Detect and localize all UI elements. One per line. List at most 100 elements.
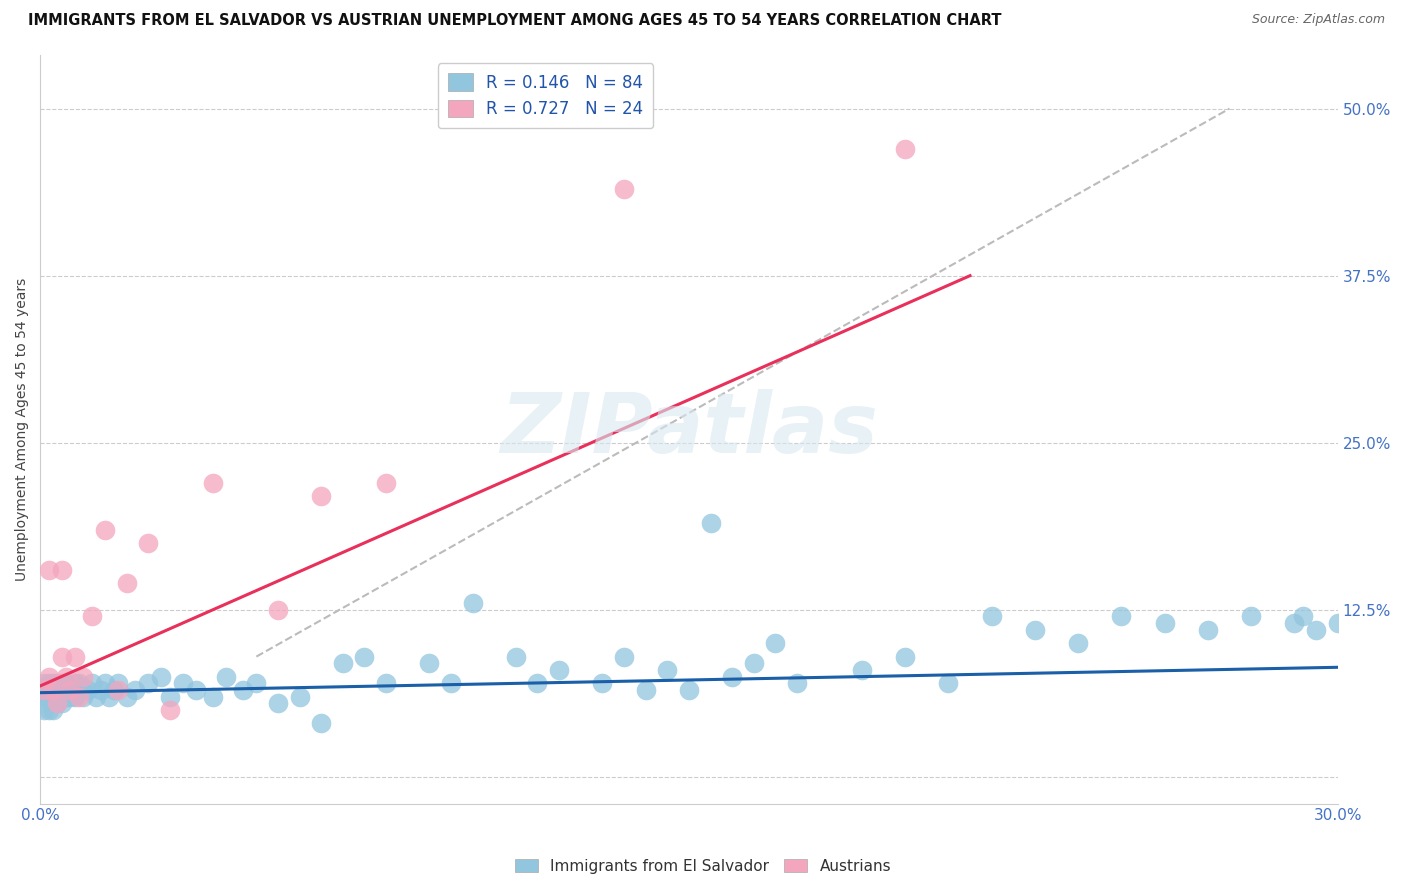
Point xyxy=(76,683,98,698)
Point xyxy=(267,697,290,711)
Point xyxy=(980,609,1002,624)
Point xyxy=(59,683,82,698)
Point xyxy=(51,563,73,577)
Point xyxy=(548,663,571,677)
Point xyxy=(505,649,527,664)
Legend: Immigrants from El Salvador, Austrians: Immigrants from El Salvador, Austrians xyxy=(509,853,897,880)
Point xyxy=(938,676,960,690)
Point xyxy=(38,676,60,690)
Point xyxy=(418,657,440,671)
Point xyxy=(150,670,173,684)
Point xyxy=(894,649,917,664)
Point xyxy=(34,683,56,698)
Point xyxy=(309,489,332,503)
Point xyxy=(94,523,117,537)
Point xyxy=(202,475,225,490)
Point xyxy=(80,676,103,690)
Point xyxy=(613,649,636,664)
Point xyxy=(46,690,69,704)
Point xyxy=(34,690,56,704)
Point xyxy=(38,563,60,577)
Point xyxy=(526,676,548,690)
Point xyxy=(34,676,56,690)
Point xyxy=(332,657,354,671)
Point xyxy=(46,697,69,711)
Legend: R = 0.146   N = 84, R = 0.727   N = 24: R = 0.146 N = 84, R = 0.727 N = 24 xyxy=(437,63,654,128)
Point xyxy=(46,683,69,698)
Point xyxy=(42,703,65,717)
Point xyxy=(55,670,77,684)
Point xyxy=(67,676,90,690)
Point xyxy=(309,716,332,731)
Point xyxy=(107,676,129,690)
Point xyxy=(1240,609,1263,624)
Text: IMMIGRANTS FROM EL SALVADOR VS AUSTRIAN UNEMPLOYMENT AMONG AGES 45 TO 54 YEARS C: IMMIGRANTS FROM EL SALVADOR VS AUSTRIAN … xyxy=(28,13,1001,29)
Point xyxy=(98,690,121,704)
Point xyxy=(202,690,225,704)
Point xyxy=(38,670,60,684)
Point xyxy=(67,683,90,698)
Point xyxy=(267,603,290,617)
Point xyxy=(1284,616,1306,631)
Point xyxy=(1024,623,1046,637)
Point xyxy=(678,683,700,698)
Point xyxy=(136,536,159,550)
Point xyxy=(51,649,73,664)
Point xyxy=(851,663,873,677)
Point xyxy=(38,690,60,704)
Point xyxy=(184,683,207,698)
Point xyxy=(786,676,808,690)
Point xyxy=(461,596,484,610)
Point xyxy=(353,649,375,664)
Point xyxy=(440,676,463,690)
Point xyxy=(38,690,60,704)
Point xyxy=(72,670,94,684)
Point xyxy=(42,683,65,698)
Text: ZIPatlas: ZIPatlas xyxy=(501,389,877,470)
Point xyxy=(90,683,112,698)
Point xyxy=(721,670,744,684)
Point xyxy=(72,690,94,704)
Point xyxy=(72,683,94,698)
Point xyxy=(894,142,917,156)
Point xyxy=(159,690,181,704)
Point xyxy=(763,636,786,650)
Point xyxy=(55,690,77,704)
Point xyxy=(215,670,238,684)
Point xyxy=(86,690,108,704)
Point xyxy=(742,657,765,671)
Point xyxy=(375,676,398,690)
Point xyxy=(115,690,138,704)
Point xyxy=(103,683,125,698)
Point xyxy=(107,683,129,698)
Point xyxy=(634,683,657,698)
Point xyxy=(613,182,636,196)
Point xyxy=(172,676,194,690)
Text: Source: ZipAtlas.com: Source: ZipAtlas.com xyxy=(1251,13,1385,27)
Point xyxy=(288,690,311,704)
Point xyxy=(159,703,181,717)
Point xyxy=(42,676,65,690)
Point xyxy=(51,676,73,690)
Point xyxy=(59,690,82,704)
Point xyxy=(63,676,86,690)
Point xyxy=(46,697,69,711)
Point xyxy=(232,683,254,698)
Point xyxy=(1292,609,1315,624)
Point xyxy=(46,676,69,690)
Point xyxy=(1153,616,1175,631)
Point xyxy=(1197,623,1219,637)
Point xyxy=(34,703,56,717)
Point xyxy=(1111,609,1133,624)
Point xyxy=(38,703,60,717)
Point xyxy=(42,690,65,704)
Point xyxy=(63,690,86,704)
Point xyxy=(63,649,86,664)
Point xyxy=(1326,616,1348,631)
Point xyxy=(699,516,721,530)
Point xyxy=(245,676,267,690)
Point xyxy=(124,683,146,698)
Point xyxy=(1305,623,1327,637)
Point xyxy=(51,690,73,704)
Point xyxy=(591,676,613,690)
